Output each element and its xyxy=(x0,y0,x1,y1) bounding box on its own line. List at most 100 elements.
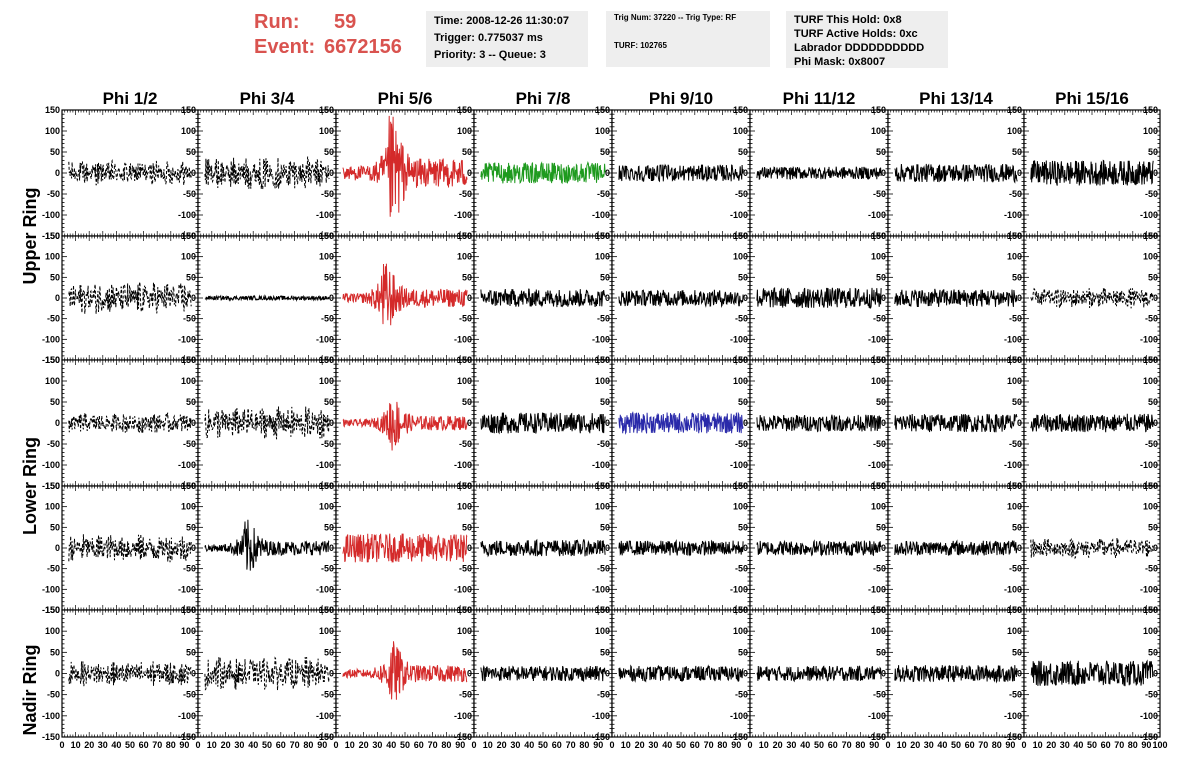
y-tick-label: 100 xyxy=(319,376,334,386)
y-tick-label: -100 xyxy=(868,460,886,470)
y-tick-label: -100 xyxy=(42,334,60,344)
y-tick-label: 50 xyxy=(738,397,748,407)
y-tick-label: 0 xyxy=(191,168,196,178)
y-tick-label: -50 xyxy=(1145,314,1158,324)
y-tick-label: 50 xyxy=(186,522,196,532)
panel-r1-c2 xyxy=(197,109,337,237)
y-tick-label: -50 xyxy=(1009,439,1022,449)
waveform-r3-c7 xyxy=(894,413,1018,433)
y-tick-label: 50 xyxy=(50,522,60,532)
y-tick-label: 150 xyxy=(45,231,60,241)
y-tick-label: -50 xyxy=(735,189,748,199)
y-tick-label: -50 xyxy=(1009,189,1022,199)
column-label-phi-7: Phi 13/14 xyxy=(919,89,993,108)
waveform-r3-c5 xyxy=(618,411,744,435)
y-tick-label: 100 xyxy=(45,126,60,136)
y-tick-label: -100 xyxy=(592,460,610,470)
y-tick-label: -100 xyxy=(1140,210,1158,220)
y-tick-label: 100 xyxy=(733,252,748,262)
y-tick-label: 150 xyxy=(181,481,196,491)
y-tick-label: 0 xyxy=(467,168,472,178)
y-tick-label: -150 xyxy=(42,481,60,491)
waveform-r1-c2 xyxy=(204,156,330,190)
y-tick-label: 100 xyxy=(595,126,610,136)
y-tick-label: 100 xyxy=(45,376,60,386)
y-tick-label: 150 xyxy=(1143,231,1158,241)
y-tick-label: -50 xyxy=(873,314,886,324)
y-tick-label: -50 xyxy=(1145,439,1158,449)
y-tick-label: 50 xyxy=(600,397,610,407)
y-tick-label: -100 xyxy=(1140,334,1158,344)
y-tick-label: -50 xyxy=(459,189,472,199)
y-tick-label: -50 xyxy=(47,314,60,324)
y-tick-label: 50 xyxy=(186,147,196,157)
y-tick-label: 100 xyxy=(457,252,472,262)
y-tick-label: -50 xyxy=(321,439,334,449)
waveform-r3-c8 xyxy=(1030,413,1154,433)
y-tick-label: 50 xyxy=(324,272,334,282)
y-tick-label: -100 xyxy=(454,460,472,470)
y-tick-label: -100 xyxy=(1004,334,1022,344)
y-tick-label: 50 xyxy=(324,147,334,157)
y-tick-label: -100 xyxy=(454,334,472,344)
y-tick-label: -100 xyxy=(178,210,196,220)
run-value: 59 xyxy=(334,11,357,33)
column-label-phi-6: Phi 11/12 xyxy=(783,89,856,108)
y-tick-label: 150 xyxy=(181,231,196,241)
y-tick-label: 50 xyxy=(600,272,610,282)
y-tick-label: 0 xyxy=(881,168,886,178)
y-tick-label: 100 xyxy=(319,126,334,136)
y-tick-label: 0 xyxy=(467,293,472,303)
y-tick-label: 150 xyxy=(319,481,334,491)
y-tick-label: -100 xyxy=(42,460,60,470)
y-tick-label: 150 xyxy=(595,231,610,241)
y-tick-label: 150 xyxy=(319,105,334,115)
turf-active-holds-text: TURF Active Holds: 0xc xyxy=(794,28,918,40)
y-tick-label: 150 xyxy=(871,231,886,241)
y-tick-label: 150 xyxy=(457,481,472,491)
y-tick-label: -150 xyxy=(42,605,60,615)
y-tick-label: -100 xyxy=(178,460,196,470)
y-tick-label: 100 xyxy=(1007,126,1022,136)
y-tick-label: 0 xyxy=(1017,293,1022,303)
column-label-phi-3: Phi 5/6 xyxy=(378,89,433,108)
y-tick-label: -50 xyxy=(597,439,610,449)
y-tick-label: 0 xyxy=(191,543,196,553)
y-tick-label: 0 xyxy=(605,293,610,303)
y-tick-label: 0 xyxy=(329,418,334,428)
y-tick-label: -50 xyxy=(183,564,196,574)
waveform-r3-c2 xyxy=(204,406,330,440)
y-tick-label: -50 xyxy=(459,564,472,574)
y-tick-label: -50 xyxy=(459,314,472,324)
y-tick-label: 150 xyxy=(181,355,196,365)
y-tick-label: -150 xyxy=(42,355,60,365)
y-tick-label: 100 xyxy=(1143,376,1158,386)
y-tick-label: 100 xyxy=(1143,126,1158,136)
y-tick-label: 150 xyxy=(319,231,334,241)
waveform-r2-c8 xyxy=(1030,287,1154,309)
y-tick-label: 0 xyxy=(329,293,334,303)
y-tick-label: -50 xyxy=(47,189,60,199)
y-tick-label: -50 xyxy=(735,439,748,449)
y-tick-label: -100 xyxy=(592,210,610,220)
run-event-header: Run: 59 Event: 6672156 xyxy=(254,10,402,60)
y-tick-label: 100 xyxy=(457,502,472,512)
y-tick-label: -100 xyxy=(316,210,334,220)
y-tick-label: 150 xyxy=(45,481,60,491)
y-tick-label: 150 xyxy=(457,355,472,365)
y-tick-label: -50 xyxy=(183,314,196,324)
y-tick-label: 100 xyxy=(45,252,60,262)
ring-label-2: Lower Ring xyxy=(20,437,40,535)
waveform-r1-c8 xyxy=(1030,159,1154,186)
y-tick-label: -100 xyxy=(178,584,196,594)
y-tick-label: 50 xyxy=(1148,397,1158,407)
y-tick-label: -100 xyxy=(868,210,886,220)
waveform-r2-c3 xyxy=(342,263,468,326)
y-tick-label: -100 xyxy=(42,210,60,220)
waveform-r3-c1 xyxy=(68,411,192,433)
turf-info-box: TURF This Hold: 0x8 TURF Active Holds: 0… xyxy=(786,11,948,68)
y-tick-label: 100 xyxy=(1143,252,1158,262)
y-tick-label: -50 xyxy=(1145,189,1158,199)
y-tick-label: -100 xyxy=(730,334,748,344)
